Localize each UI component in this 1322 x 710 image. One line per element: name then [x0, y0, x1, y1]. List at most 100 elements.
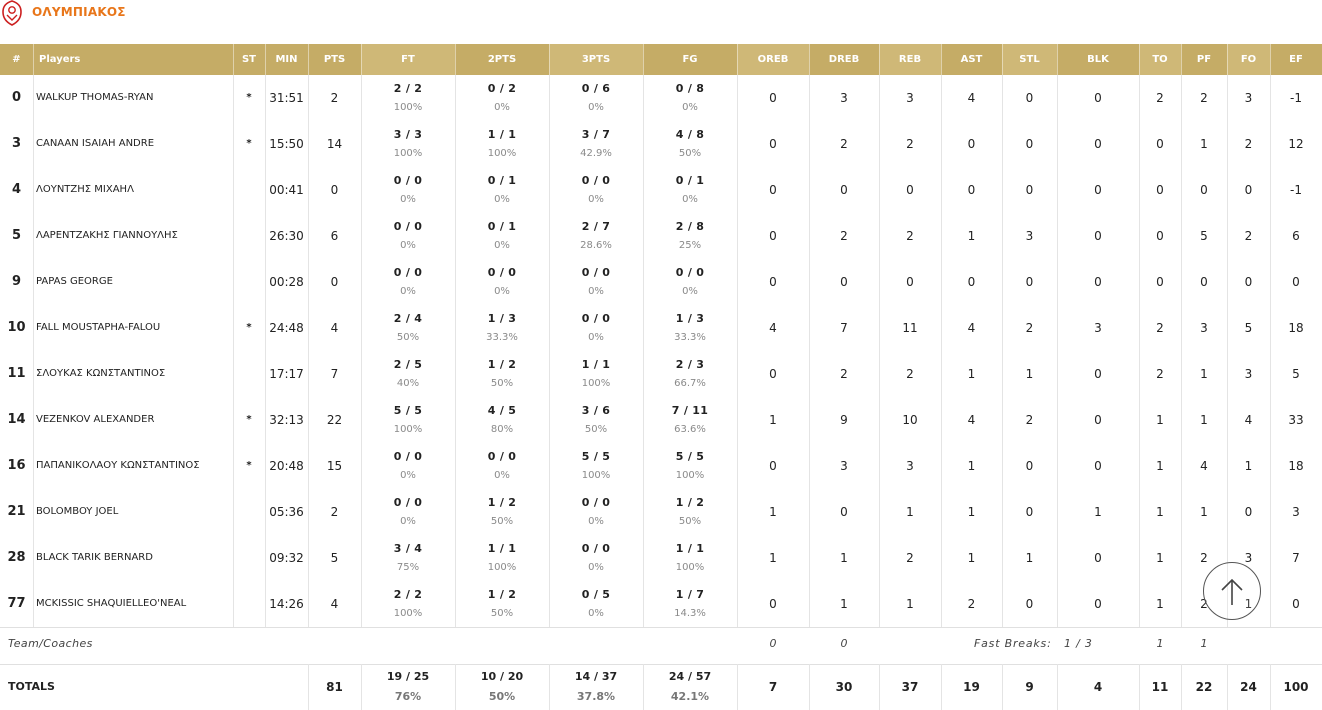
player-name[interactable]: ΣΛΟΥΚΑΣ ΚΩΝΣΤΑΝΤΙΝΟΣ [36, 368, 166, 379]
column-divider [643, 75, 644, 627]
player-pf: 5 [1200, 229, 1208, 243]
player-ft-made: 2 / 5 [393, 358, 423, 371]
column-divider [549, 75, 550, 627]
column-divider [1057, 75, 1058, 627]
player-minutes: 17:17 [269, 367, 304, 381]
column-divider [941, 664, 942, 710]
col-header-dreb[interactable]: DREB [828, 54, 860, 65]
col-header-pf[interactable]: PF [1196, 54, 1212, 65]
player-ft-pct: 75% [396, 562, 420, 573]
col-header-pts[interactable]: PTS [323, 54, 346, 65]
col-header-ast[interactable]: AST [960, 54, 983, 65]
player-oreb: 1 [769, 505, 777, 519]
col-header-p2[interactable]: 2PTS [487, 54, 517, 65]
total-blk: 4 [1093, 680, 1103, 694]
player-dreb: 7 [840, 321, 848, 335]
column-divider [33, 75, 34, 627]
player-reb: 3 [906, 459, 914, 473]
player-p3-made: 3 / 6 [581, 404, 611, 417]
player-pf: 2 [1200, 597, 1208, 611]
player-stl: 3 [1025, 229, 1034, 243]
player-blk: 0 [1094, 91, 1102, 105]
player-points: 6 [330, 229, 339, 243]
starter-mark: * [246, 322, 252, 333]
player-name[interactable]: ΛΟΥΝΤΖΗΣ ΜΙΧΑΗΛ [36, 184, 134, 195]
player-name[interactable]: FALL MOUSTAPHA-FALOU [36, 322, 161, 333]
player-p2-pct: 0% [494, 194, 510, 205]
column-divider [308, 75, 309, 627]
player-stl: 2 [1025, 413, 1034, 427]
col-header-fg[interactable]: FG [682, 54, 698, 65]
total-ast: 19 [963, 680, 980, 694]
column-divider [643, 664, 644, 710]
player-blk: 1 [1094, 505, 1102, 519]
total-reb: 37 [901, 680, 919, 694]
player-reb: 0 [906, 183, 914, 197]
col-header-oreb[interactable]: OREB [737, 44, 809, 75]
col-header-ef[interactable]: EF [1289, 54, 1303, 65]
player-to: 2 [1156, 91, 1164, 105]
col-header-min[interactable]: MIN [275, 54, 298, 65]
header-separator [265, 44, 266, 75]
player-fg-pct: 100% [675, 470, 705, 481]
row-divider [0, 664, 1322, 665]
player-dreb: 1 [840, 597, 848, 611]
player-name[interactable]: VEZENKOV ALEXANDER [36, 414, 155, 425]
header-separator [549, 44, 550, 75]
col-header-name[interactable]: Players [39, 54, 81, 65]
player-p3-pct: 28.6% [580, 240, 612, 251]
player-p3-pct: 0% [588, 102, 604, 113]
player-p3-pct: 42.9% [580, 148, 612, 159]
player-p2-made: 1 / 3 [487, 312, 517, 325]
col-header-reb[interactable]: REB [879, 44, 941, 75]
player-p3-made: 0 / 6 [581, 82, 611, 95]
player-p3-pct: 0% [588, 608, 604, 619]
player-fg-pct: 66.7% [674, 378, 706, 389]
player-ft-made: 3 / 3 [393, 128, 423, 141]
player-number: 16 [7, 458, 26, 473]
player-name[interactable]: CANAAN ISAIAH ANDRE [36, 138, 155, 149]
starter-mark: * [246, 460, 252, 471]
team-name[interactable]: ΟΛΥΜΠΙΑΚΟΣ [32, 5, 126, 19]
player-blk: 0 [1094, 413, 1102, 427]
col-header-ft[interactable]: FT [361, 44, 455, 75]
player-name[interactable]: WALKUP THOMAS-RYAN [36, 92, 154, 103]
column-divider [1270, 664, 1271, 710]
scroll-to-top-button[interactable] [1203, 562, 1261, 620]
col-header-blk[interactable]: BLK [1087, 54, 1109, 65]
col-header-to[interactable]: TO [1139, 44, 1181, 75]
header-separator [643, 44, 644, 75]
player-reb: 2 [906, 137, 914, 151]
col-header-num[interactable]: # [12, 54, 21, 65]
player-reb: 1 [906, 597, 914, 611]
player-fo: 5 [1244, 321, 1253, 335]
player-stl: 0 [1025, 597, 1034, 611]
player-oreb: 1 [769, 551, 777, 565]
total-p3-made: 14 / 37 [574, 670, 618, 683]
column-divider [1057, 664, 1058, 710]
player-blk: 0 [1094, 597, 1102, 611]
player-to: 2 [1156, 367, 1164, 381]
player-fg-made: 1 / 2 [675, 496, 705, 509]
column-divider [1002, 664, 1003, 710]
player-to: 1 [1156, 551, 1164, 565]
player-ft-pct: 0% [400, 516, 416, 527]
player-name[interactable]: ΛΑΡΕΝΤΖΑΚΗΣ ΓΙΑΝΝΟΥΛΗΣ [36, 230, 178, 241]
player-name[interactable]: BOLOMBOY JOEL [36, 506, 119, 517]
total-fg-made: 24 / 57 [668, 670, 712, 683]
player-fg-made: 5 / 5 [675, 450, 705, 463]
player-name[interactable]: PAPAS GEORGE [36, 276, 113, 287]
player-points: 14 [326, 137, 343, 151]
player-name[interactable]: MCKISSIC SHAQUIELLEO'NEAL [36, 598, 187, 609]
player-name[interactable]: BLACK TARIK BERNARD [36, 552, 153, 563]
column-divider [879, 75, 880, 627]
column-divider [455, 75, 456, 627]
col-header-stl[interactable]: STL [1002, 44, 1057, 75]
player-name[interactable]: ΠΑΠΑΝΙΚΟΛΑΟΥ ΚΩΝΣΤΑΝΤΙΝΟΣ [36, 460, 200, 471]
player-fg-pct: 0% [682, 286, 698, 297]
col-header-p3[interactable]: 3PTS [549, 44, 643, 75]
col-header-fo[interactable]: FO [1227, 44, 1270, 75]
header-separator [1227, 44, 1228, 75]
col-header-st[interactable]: ST [241, 54, 257, 65]
player-stl: 1 [1025, 367, 1034, 381]
